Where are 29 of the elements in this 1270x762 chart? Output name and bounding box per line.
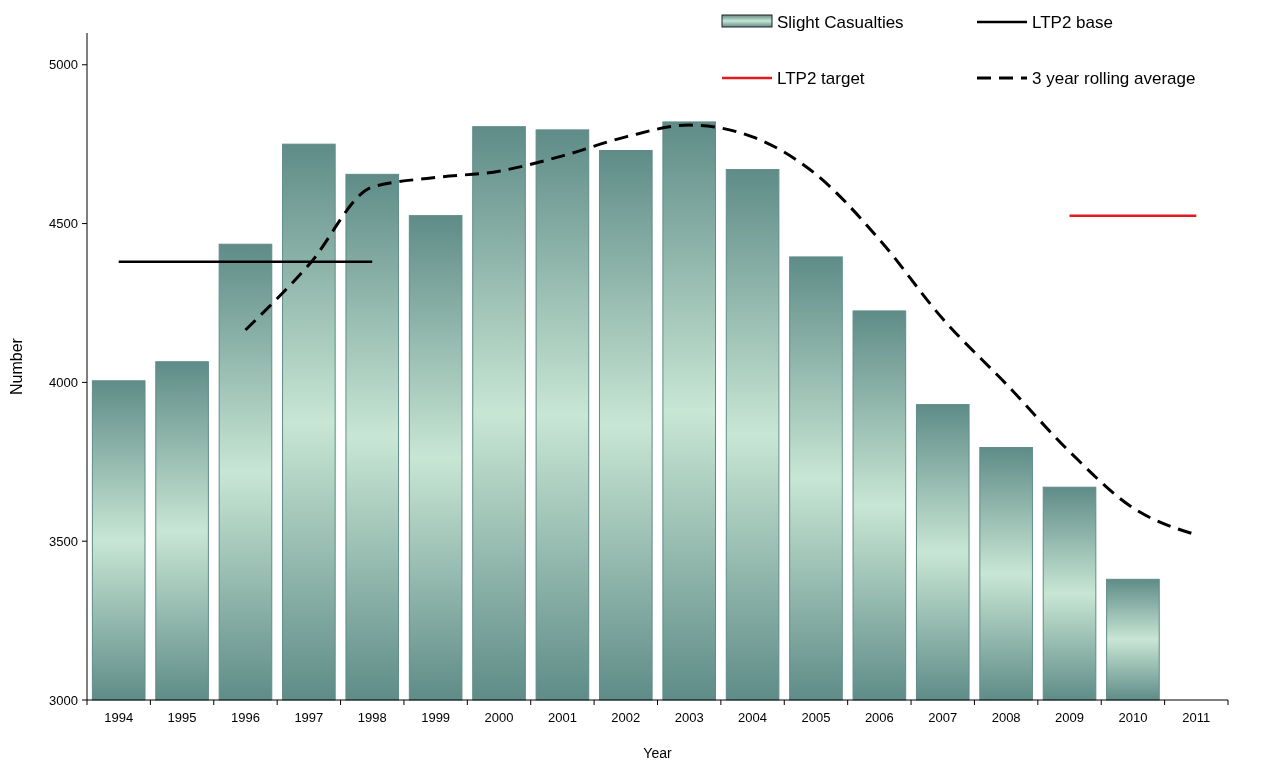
x-tick-label: 1995 — [167, 710, 197, 725]
x-tick-label: 2001 — [547, 710, 577, 725]
x-axis-title: Year — [643, 745, 672, 761]
x-tick-label: 2008 — [991, 710, 1021, 725]
x-tick-label: 2002 — [611, 710, 641, 725]
x-tick-label: 2000 — [484, 710, 514, 725]
legend-label: LTP2 base — [1032, 12, 1113, 32]
y-tick-label: 3500 — [49, 533, 78, 549]
x-tick-label: 1996 — [231, 710, 260, 725]
y-tick-label: 4500 — [49, 216, 78, 232]
x-tick-label: 2010 — [1118, 710, 1148, 725]
x-tick-label: 2005 — [801, 710, 831, 725]
legend-label: Slight Casualties — [777, 12, 904, 32]
x-tick-label: 2006 — [864, 710, 894, 725]
legend-label: 3 year rolling average — [1032, 68, 1196, 88]
x-tick-label: 2009 — [1055, 710, 1084, 725]
y-tick-label: 5000 — [49, 57, 78, 73]
legend-label: LTP2 target — [777, 68, 865, 88]
x-tick-label: 2007 — [928, 710, 958, 725]
x-tick-label: 2003 — [674, 710, 704, 725]
x-tick-label: 2004 — [738, 710, 768, 725]
x-tick-label: 1994 — [104, 710, 134, 725]
x-tick-label: 1997 — [294, 710, 324, 725]
x-tick-label: 1998 — [357, 710, 387, 725]
x-tick-label: 2011 — [1182, 710, 1211, 725]
y-axis-title: Number — [8, 337, 25, 395]
y-tick-label: 4000 — [49, 374, 78, 390]
y-tick-label: 3000 — [49, 692, 78, 708]
x-tick-label: 1999 — [421, 710, 451, 725]
